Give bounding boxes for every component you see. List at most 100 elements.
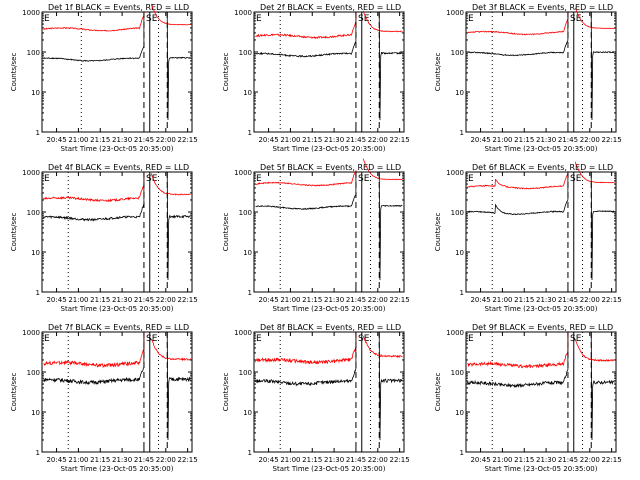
chart-panel-9: Det 9f BLACK = Events, RED = LLD 1 10 100 10… (434, 323, 622, 473)
series-line-black-events (43, 332, 145, 386)
y-tick-label: 100 (27, 369, 40, 377)
series-line-black-events (467, 332, 569, 389)
plot-frame (465, 331, 617, 453)
series-recovery-red-lld (362, 158, 403, 181)
y-tick-label: 1 (36, 449, 40, 457)
event-marker-label: E (152, 14, 158, 24)
y-tick-label: 1 (460, 289, 464, 297)
y-tick-label: 10 (31, 249, 40, 257)
chart-title: Det 4f BLACK = Events, RED = LLD (48, 163, 189, 172)
y-tick-label: 100 (451, 209, 464, 217)
chart-panel-6: Det 6f BLACK = Events, RED = LLD 1 10 100 10… (434, 161, 622, 313)
series-recovery-red-lld (574, 161, 615, 184)
chart-panel-8: Det 8f BLACK = Events, RED = LLD 1 10 100 10… (222, 323, 410, 473)
y-axis-label: Counts/sec (222, 213, 230, 252)
series-recovery-black-events (166, 11, 191, 121)
chart-panel-3: Det 3f BLACK = Events, RED = LLD 1 10 100 10… (434, 3, 622, 153)
event-marker-label: E (576, 14, 582, 24)
x-tick-label: 20:45 (46, 456, 66, 464)
y-tick-label: 1 (460, 129, 464, 137)
series-line-black-events (467, 12, 569, 57)
series-line-black-events (255, 12, 357, 58)
y-tick-label: 1000 (446, 9, 464, 17)
x-tick-label: 21:00 (492, 136, 512, 144)
x-axis-label: Start Time (23-Oct-05 20:35:00) (61, 145, 174, 153)
event-marker-label: E (468, 14, 474, 24)
x-axis-label: Start Time (23-Oct-05 20:35:00) (61, 305, 174, 313)
x-tick-label: 21:30 (536, 136, 556, 144)
x-tick-label: 20:45 (470, 296, 490, 304)
plot-frame (253, 331, 405, 453)
x-tick-label: 22:15 (602, 456, 622, 464)
series-line-black-events (467, 172, 569, 216)
plot-frame (253, 171, 405, 293)
x-tick-label: 21:00 (280, 296, 300, 304)
series-recovery-red-lld (150, 338, 191, 362)
x-axis-label: Start Time (23-Oct-05 20:35:00) (273, 145, 386, 153)
series-recovery-red-lld (150, 173, 191, 196)
event-marker-label: E (468, 334, 474, 344)
plot-frame (465, 11, 617, 133)
event-marker-label: E (44, 334, 50, 344)
x-tick-label: 22:00 (156, 456, 176, 464)
event-marker-label: S (146, 14, 152, 24)
y-tick-label: 1 (36, 129, 40, 137)
y-tick-label: 100 (27, 209, 40, 217)
x-tick-label: 22:15 (390, 136, 410, 144)
y-tick-label: 100 (239, 209, 252, 217)
x-tick-label: 20:45 (470, 456, 490, 464)
x-axis-label: Start Time (23-Oct-05 20:35:00) (485, 305, 598, 313)
x-tick-label: 21:15 (90, 136, 110, 144)
x-tick-label: 22:00 (368, 136, 388, 144)
y-tick-label: 1 (248, 449, 252, 457)
y-tick-label: 10 (455, 409, 464, 417)
chart-title: Det 2f BLACK = Events, RED = LLD (260, 3, 401, 12)
series-recovery-black-events (378, 171, 403, 281)
x-axis-label: Start Time (23-Oct-05 20:35:00) (273, 305, 386, 313)
x-tick-label: 22:15 (390, 296, 410, 304)
y-tick-label: 100 (451, 369, 464, 377)
y-axis-label: Counts/sec (10, 53, 18, 92)
series-recovery-black-events (590, 171, 615, 281)
series-line-red-lld (43, 12, 145, 32)
y-tick-label: 100 (239, 369, 252, 377)
x-tick-label: 21:30 (324, 136, 344, 144)
x-tick-label: 22:00 (156, 296, 176, 304)
x-axis-label: Start Time (23-Oct-05 20:35:00) (485, 465, 598, 473)
x-tick-label: 21:45 (134, 456, 154, 464)
x-tick-label: 21:45 (558, 296, 578, 304)
series-line-black-events (43, 172, 145, 222)
chart-title: Det 7f BLACK = Events, RED = LLD (48, 323, 189, 332)
event-marker-label: E (576, 334, 582, 344)
x-tick-label: 21:30 (112, 136, 132, 144)
series-recovery-black-events (590, 11, 615, 121)
x-tick-label: 22:00 (156, 136, 176, 144)
x-tick-label: 21:30 (324, 296, 344, 304)
chart-title: Det 8f BLACK = Events, RED = LLD (260, 323, 401, 332)
x-tick-label: 21:15 (302, 456, 322, 464)
y-axis-label: Counts/sec (434, 213, 442, 252)
x-tick-label: 21:00 (68, 296, 88, 304)
series-line-red-lld (43, 172, 145, 203)
series-recovery-red-lld (574, 338, 615, 363)
y-tick-label: 1000 (22, 9, 40, 17)
y-tick-label: 1 (248, 289, 252, 297)
event-marker-label: S (146, 334, 152, 344)
x-tick-label: 21:45 (134, 296, 154, 304)
series-recovery-red-lld (362, 336, 403, 358)
x-tick-label: 22:15 (178, 136, 198, 144)
x-tick-label: 20:45 (258, 296, 278, 304)
series-line-black-events (255, 172, 357, 210)
event-marker-label: S (570, 174, 576, 184)
chart-title: Det 1f BLACK = Events, RED = LLD (48, 3, 189, 12)
event-marker-label: S (358, 174, 364, 184)
y-tick-label: 10 (243, 89, 252, 97)
x-tick-label: 21:00 (280, 456, 300, 464)
x-tick-label: 22:00 (580, 136, 600, 144)
x-tick-label: 21:15 (90, 296, 110, 304)
plot-frame (41, 171, 193, 293)
y-tick-label: 1000 (22, 169, 40, 177)
x-tick-label: 21:15 (90, 456, 110, 464)
x-tick-label: 22:15 (390, 456, 410, 464)
